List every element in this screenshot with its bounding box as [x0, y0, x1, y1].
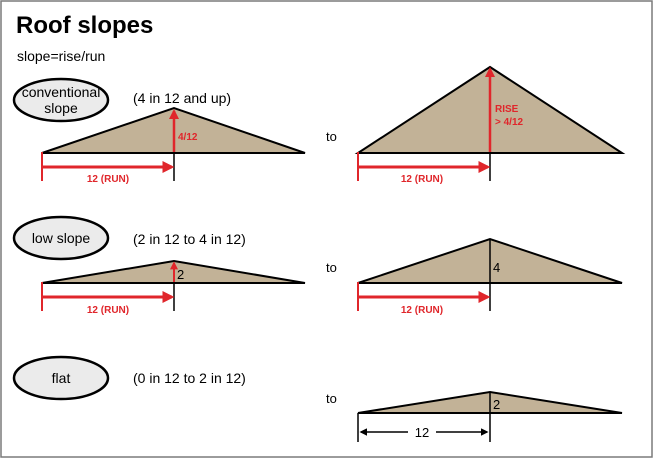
rise-label: 2: [493, 397, 500, 412]
category-label: flat: [52, 370, 71, 386]
category-label-line1: conventional: [22, 84, 101, 100]
rise-label-line1: RISE: [495, 104, 519, 115]
row-low-slope: low slope (2 in 12 to 4 in 12) 2 12 (RUN…: [12, 215, 623, 316]
run-label: 12: [415, 425, 429, 440]
connector-to: to: [326, 129, 337, 144]
page-title: Roof slopes: [16, 12, 153, 39]
rise-label: 2: [177, 267, 184, 282]
connector-to: to: [326, 391, 337, 406]
category-badge-conventional: [12, 77, 110, 123]
slope-formula: slope=rise/run: [17, 48, 105, 64]
connector-to: to: [326, 260, 337, 275]
run-label: 12 (RUN): [401, 174, 443, 185]
slope-range-flat: (0 in 12 to 2 in 12): [133, 370, 246, 386]
run-label: 12 (RUN): [401, 305, 443, 316]
slope-range-low: (2 in 12 to 4 in 12): [133, 231, 246, 247]
rise-label: 4/12: [178, 132, 198, 143]
rise-label-line2: > 4/12: [495, 117, 524, 128]
category-badge-flat: [12, 355, 110, 401]
category-label: low slope: [32, 230, 91, 246]
run-label: 12 (RUN): [87, 174, 129, 185]
row-conventional: conventional slope (4 in 12 and up) 4/12…: [12, 65, 626, 185]
slope-range-conventional: (4 in 12 and up): [133, 90, 231, 106]
category-label-line2: slope: [44, 100, 78, 116]
rise-label: 4: [493, 260, 500, 275]
run-label: 12 (RUN): [87, 305, 129, 316]
category-badge-low-slope: [12, 215, 110, 261]
row-flat: flat (0 in 12 to 2 in 12) to 2 12: [12, 355, 623, 442]
